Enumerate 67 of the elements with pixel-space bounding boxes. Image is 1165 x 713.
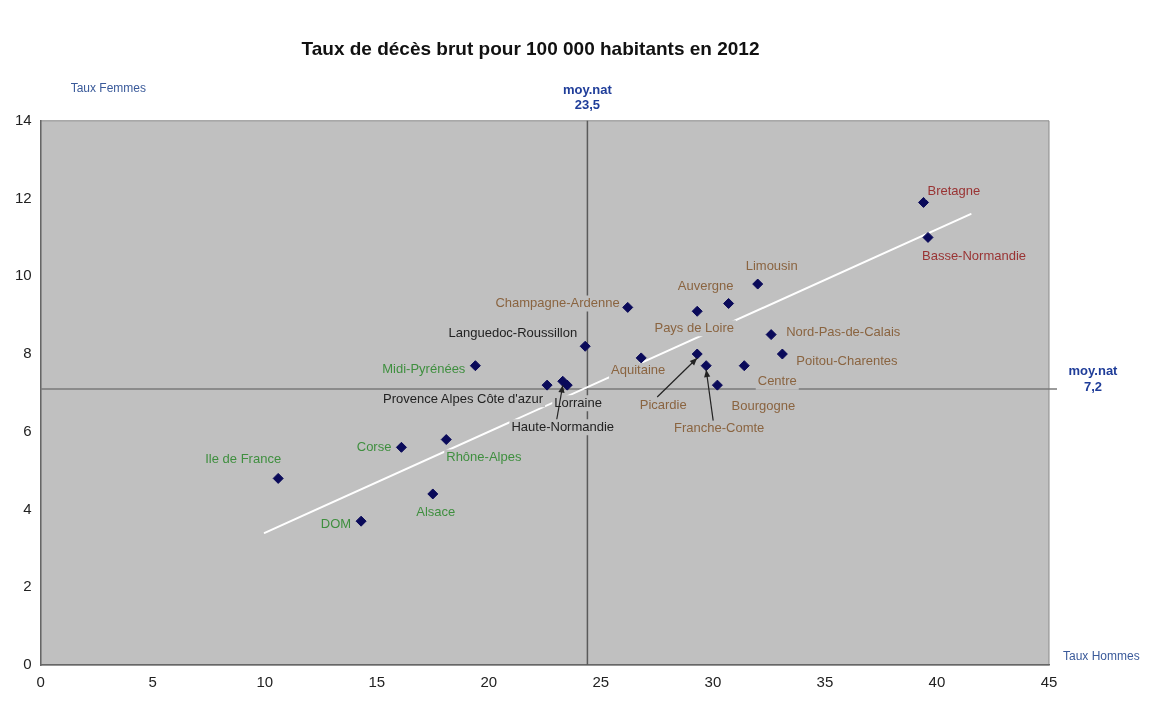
- x-tick-label: 45: [1040, 673, 1058, 691]
- data-label: Nord-Pas-de-Calais: [786, 324, 901, 340]
- y-tick-label: 4: [23, 499, 32, 517]
- x-tick-label: 20: [480, 673, 498, 691]
- x-axis-title: Taux Hommes: [1063, 649, 1140, 664]
- point: [469, 360, 481, 372]
- data-label: Basse-Normandie: [921, 247, 1027, 263]
- point: [355, 515, 367, 527]
- point: [440, 434, 452, 446]
- y-tick-label: 2: [23, 577, 32, 595]
- point: [579, 340, 591, 352]
- data-label: Limousin: [745, 257, 798, 273]
- data-label: Haute-Normandie: [511, 418, 615, 434]
- point: [691, 348, 703, 360]
- data-label: Poitou-Charentes: [796, 352, 899, 368]
- data-label: Pays de Loire: [654, 319, 734, 335]
- point: [711, 379, 723, 391]
- data-label: Auvergne: [677, 278, 734, 294]
- data-label: Midi-Pyrénées: [382, 361, 466, 377]
- y-tick-label: 14: [15, 110, 32, 128]
- y-tick-label: 6: [23, 421, 32, 439]
- data-label: Bourgogne: [731, 397, 796, 413]
- x-tick-label: 15: [368, 673, 386, 691]
- data-label: Picardie: [639, 396, 687, 412]
- point: [922, 231, 934, 243]
- point: [541, 379, 553, 391]
- x-tick-label: 0: [36, 673, 45, 691]
- x-tick-label: 25: [592, 673, 610, 691]
- y-axis-title: Taux Femmes: [70, 81, 147, 96]
- ref-line-label: moy.nat 7,2: [1068, 362, 1119, 394]
- y-tick-label: 0: [23, 655, 32, 673]
- x-tick-label: 40: [928, 673, 946, 691]
- chart-title: Taux de décès brut pour 100 000 habitants en 2012: [301, 37, 760, 59]
- x-tick-label: 5: [148, 673, 157, 691]
- data-label: Corse: [356, 438, 392, 454]
- x-tick-label: 35: [816, 673, 834, 691]
- x-tick-label: 30: [704, 673, 722, 691]
- data-label: Centre: [757, 373, 797, 389]
- point: [427, 488, 439, 500]
- point: [700, 360, 712, 372]
- data-label: Ile de France: [205, 451, 282, 466]
- point: [752, 278, 764, 290]
- data-label: DOM: [320, 515, 352, 531]
- point: [557, 375, 569, 387]
- data-label: Provence Alpes Côte d'azur: [383, 390, 544, 406]
- ref-line-label: moy.nat 23,5: [562, 82, 613, 113]
- data-label: Aquitaine: [611, 362, 666, 378]
- point: [272, 472, 284, 484]
- point: [635, 352, 647, 364]
- data-label: Alsace: [416, 503, 456, 519]
- point: [723, 298, 735, 309]
- point: [691, 305, 703, 317]
- point: [918, 196, 930, 208]
- data-label: Franche-Comte: [674, 420, 765, 436]
- data-label: Bretagne: [927, 183, 981, 199]
- y-tick-label: 8: [23, 344, 32, 362]
- point: [738, 360, 750, 372]
- point: [765, 329, 777, 341]
- point: [395, 441, 407, 453]
- data-label: Champagne-Ardenne: [495, 294, 620, 310]
- y-tick-label: 10: [15, 266, 32, 284]
- data-label: Rhône-Alpes: [446, 449, 522, 465]
- x-tick-label: 10: [256, 673, 274, 691]
- point: [622, 301, 634, 313]
- data-label: Languedoc-Roussillon: [448, 324, 578, 340]
- y-tick-label: 12: [15, 188, 32, 206]
- point: [776, 348, 788, 360]
